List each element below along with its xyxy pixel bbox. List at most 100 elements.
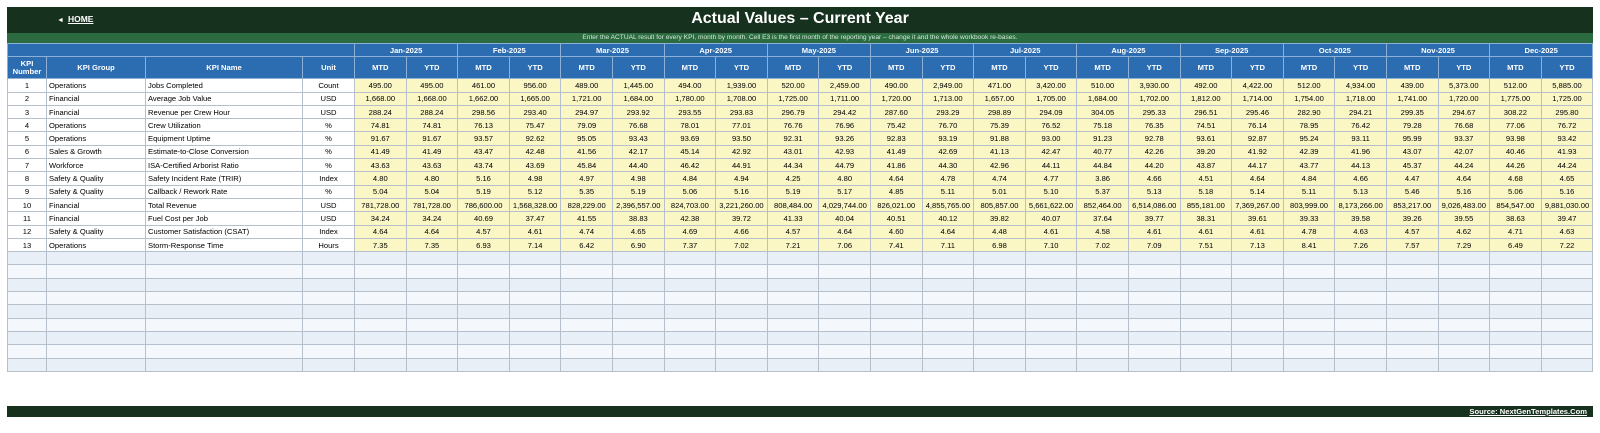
ytd-value-cell[interactable]: 91.67	[405, 131, 459, 146]
mtd-value-cell[interactable]: 43.77	[1282, 158, 1336, 173]
mtd-value-cell[interactable]: 296.79	[766, 104, 820, 120]
ytd-value-cell[interactable]: 5.14	[1231, 184, 1284, 199]
ytd-value-cell[interactable]: 44.91	[715, 158, 768, 173]
mtd-value-cell[interactable]: 39.82	[973, 211, 1026, 226]
empty-cell[interactable]	[1231, 251, 1284, 266]
empty-cell[interactable]	[1540, 304, 1594, 319]
ytd-value-cell[interactable]: 42.92	[715, 144, 768, 160]
mtd-value-cell[interactable]: 92.83	[869, 131, 923, 146]
empty-cell[interactable]	[145, 291, 303, 306]
ytd-value-cell[interactable]: 1,684.00	[611, 91, 665, 106]
ytd-value-cell[interactable]: 93.26	[818, 131, 871, 146]
ytd-value-cell[interactable]: 76.70	[921, 118, 975, 133]
ytd-value-cell[interactable]: 293.40	[508, 104, 562, 120]
mtd-value-cell[interactable]: 294.97	[560, 104, 613, 120]
mtd-value-cell[interactable]: 1,684.00	[1076, 91, 1129, 106]
empty-cell[interactable]	[611, 251, 665, 266]
empty-cell[interactable]	[1024, 277, 1078, 293]
kpi-group-cell[interactable]: Financial	[46, 197, 146, 213]
mtd-value-cell[interactable]: 299.35	[1385, 104, 1439, 120]
ytd-value-cell[interactable]: 44.11	[1024, 158, 1078, 173]
empty-cell[interactable]	[818, 264, 871, 279]
empty-cell[interactable]	[7, 330, 47, 346]
ytd-value-cell[interactable]: 5.17	[818, 184, 871, 199]
empty-cell[interactable]	[818, 251, 871, 266]
ytd-value-cell[interactable]: 3,221,260.00	[715, 197, 768, 213]
mtd-value-cell[interactable]: 471.00	[973, 78, 1026, 93]
mtd-value-cell[interactable]: 786,600.00	[457, 197, 510, 213]
ytd-value-cell[interactable]: 6,514,086.00	[1127, 197, 1181, 213]
empty-cell[interactable]	[560, 344, 613, 359]
empty-cell[interactable]	[1179, 304, 1233, 319]
ytd-value-cell[interactable]: 4.61	[1127, 224, 1181, 239]
mtd-value-cell[interactable]: 489.00	[560, 78, 613, 93]
kpi-name-cell[interactable]: Revenue per Crew Hour	[145, 104, 303, 120]
empty-cell[interactable]	[1179, 291, 1233, 306]
empty-cell[interactable]	[7, 291, 47, 306]
empty-cell[interactable]	[1540, 317, 1594, 332]
mtd-value-cell[interactable]: 4.57	[766, 224, 820, 239]
empty-cell[interactable]	[145, 357, 303, 372]
empty-cell[interactable]	[1231, 291, 1284, 306]
empty-cell[interactable]	[560, 264, 613, 279]
ytd-value-cell[interactable]: 1,718.00	[1334, 91, 1387, 106]
ytd-value-cell[interactable]: 93.43	[611, 131, 665, 146]
mtd-value-cell[interactable]: 91.23	[1076, 131, 1129, 146]
empty-cell[interactable]	[46, 264, 146, 279]
empty-cell[interactable]	[1024, 330, 1078, 346]
kpi-number-cell[interactable]: 7	[7, 158, 47, 173]
ytd-value-cell[interactable]: 92.62	[508, 131, 562, 146]
empty-cell[interactable]	[869, 330, 923, 346]
empty-cell[interactable]	[354, 357, 407, 372]
empty-cell[interactable]	[560, 357, 613, 372]
empty-cell[interactable]	[1282, 291, 1336, 306]
empty-cell[interactable]	[973, 251, 1026, 266]
empty-cell[interactable]	[457, 304, 510, 319]
empty-cell[interactable]	[457, 330, 510, 346]
ytd-value-cell[interactable]: 5.13	[1127, 184, 1181, 199]
empty-cell[interactable]	[302, 357, 355, 372]
mtd-value-cell[interactable]: 4.69	[663, 224, 717, 239]
empty-cell[interactable]	[1179, 264, 1233, 279]
empty-cell[interactable]	[1024, 264, 1078, 279]
empty-cell[interactable]	[1385, 304, 1439, 319]
empty-cell[interactable]	[457, 317, 510, 332]
empty-cell[interactable]	[354, 277, 407, 293]
mtd-value-cell[interactable]: 282.90	[1282, 104, 1336, 120]
ytd-value-cell[interactable]: 4.77	[1024, 171, 1078, 186]
empty-cell[interactable]	[1385, 264, 1439, 279]
empty-cell[interactable]	[973, 330, 1026, 346]
empty-cell[interactable]	[1076, 264, 1129, 279]
mtd-value-cell[interactable]: 40.77	[1076, 144, 1129, 160]
unit-cell[interactable]: %	[302, 131, 355, 146]
ytd-value-cell[interactable]: 76.52	[1024, 118, 1078, 133]
mtd-value-cell[interactable]: 42.39	[1282, 144, 1336, 160]
mtd-value-cell[interactable]: 5.04	[354, 184, 407, 199]
ytd-value-cell[interactable]: 76.68	[1437, 118, 1491, 133]
empty-cell[interactable]	[46, 291, 146, 306]
mtd-value-cell[interactable]: 5.18	[1179, 184, 1233, 199]
empty-cell[interactable]	[46, 357, 146, 372]
mtd-value-cell[interactable]: 75.18	[1076, 118, 1129, 133]
empty-cell[interactable]	[973, 344, 1026, 359]
mtd-value-cell[interactable]: 4.57	[1385, 224, 1439, 239]
empty-cell[interactable]	[508, 317, 562, 332]
ytd-value-cell[interactable]: 74.81	[405, 118, 459, 133]
mtd-value-cell[interactable]: 853,217.00	[1385, 197, 1439, 213]
empty-cell[interactable]	[145, 304, 303, 319]
empty-cell[interactable]	[354, 304, 407, 319]
empty-cell[interactable]	[7, 344, 47, 359]
empty-cell[interactable]	[7, 251, 47, 266]
empty-cell[interactable]	[1179, 317, 1233, 332]
kpi-name-cell[interactable]: Storm-Response Time	[145, 237, 303, 253]
ytd-value-cell[interactable]: 93.42	[1540, 131, 1594, 146]
empty-cell[interactable]	[818, 291, 871, 306]
ytd-value-cell[interactable]: 4.64	[1437, 171, 1491, 186]
mtd-value-cell[interactable]: 4.80	[354, 171, 407, 186]
empty-cell[interactable]	[1489, 264, 1542, 279]
empty-cell[interactable]	[973, 317, 1026, 332]
mtd-value-cell[interactable]: 298.89	[973, 104, 1026, 120]
mtd-value-cell[interactable]: 4.85	[869, 184, 923, 199]
mtd-value-cell[interactable]: 78.95	[1282, 118, 1336, 133]
empty-cell[interactable]	[921, 344, 975, 359]
